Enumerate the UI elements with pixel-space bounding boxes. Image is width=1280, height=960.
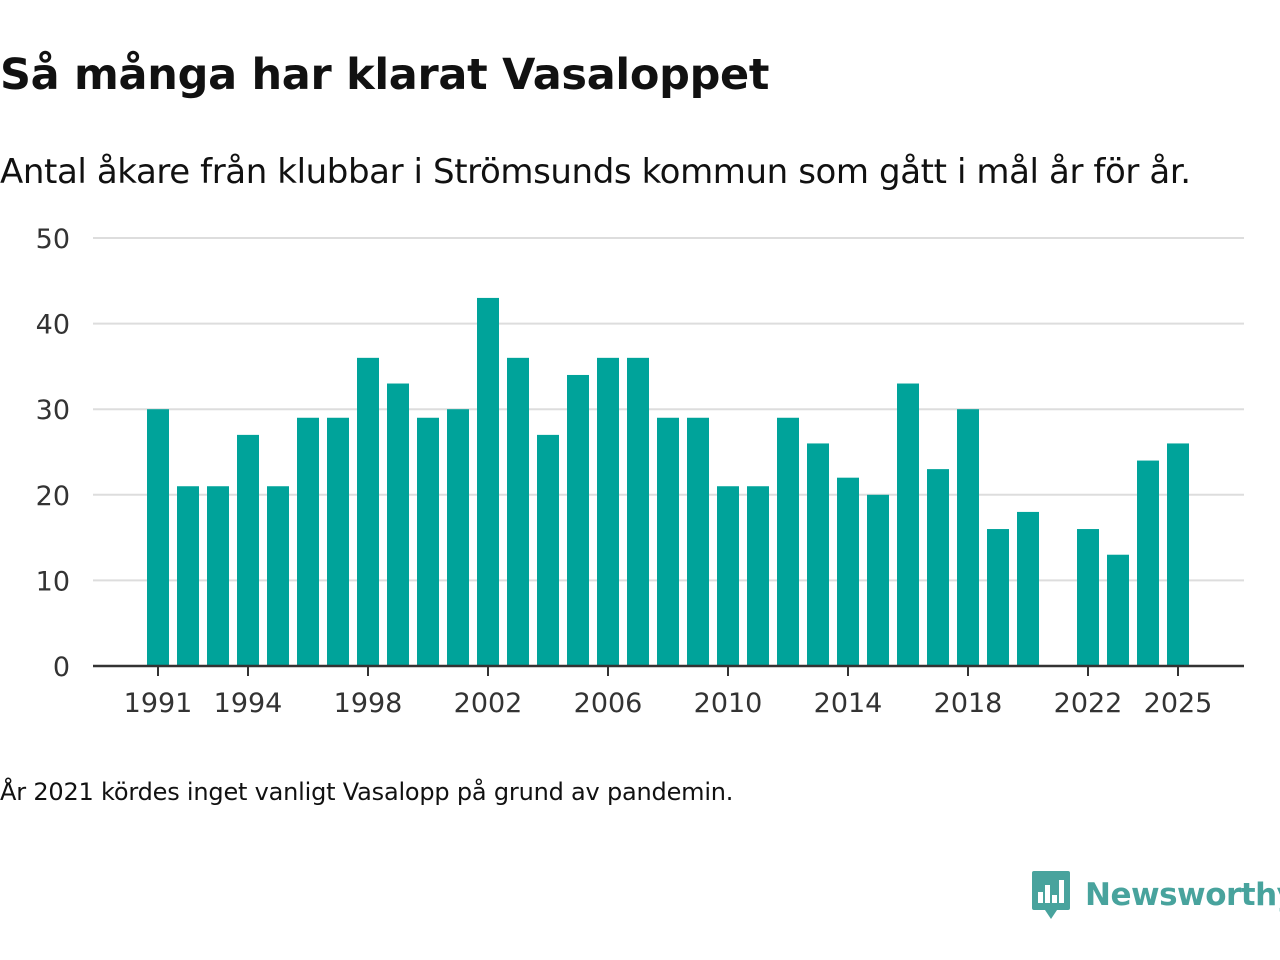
bar-2012 — [777, 417, 799, 666]
bar-2020 — [1017, 511, 1039, 666]
bar-2014 — [837, 477, 859, 666]
bar-2018 — [957, 409, 979, 666]
bar-2017 — [927, 469, 949, 666]
bar-2010 — [717, 486, 739, 666]
bar-2024 — [1137, 460, 1159, 666]
footnote: År 2021 kördes inget vanligt Vasalopp på… — [0, 778, 734, 806]
brand-name: Newsworthy — [1085, 877, 1280, 913]
bar-2005 — [567, 374, 589, 666]
bar-1998 — [357, 357, 379, 666]
x-tick-label: 2002 — [454, 688, 523, 719]
bar-2004 — [537, 434, 559, 666]
bar-1996 — [297, 417, 319, 666]
x-tick-label: 2025 — [1144, 688, 1213, 719]
bar-chart: 0 10 20 30 40 50 1991 1994 1998 2002 2006 2010 2014 2… — [36, 224, 1244, 719]
bar-2011 — [747, 486, 769, 666]
y-tick-label: 10 — [36, 566, 70, 597]
bar-1992 — [177, 486, 199, 666]
x-tick-label: 2010 — [694, 688, 763, 719]
bar-1993 — [207, 486, 229, 666]
y-tick-label: 50 — [36, 224, 70, 255]
x-tick-label: 2014 — [814, 688, 883, 719]
bar-1991 — [147, 409, 169, 666]
chart-subtitle: Antal åkare från klubbar i Strömsunds ko… — [0, 152, 1191, 192]
x-tick-label: 1998 — [334, 688, 403, 719]
bar-2001 — [447, 409, 469, 666]
bar-2009 — [687, 417, 709, 666]
bar-2006 — [597, 357, 619, 666]
bar-1997 — [327, 417, 349, 666]
newsworthy-brand[interactable]: Newsworthy — [1031, 870, 1280, 920]
y-tick-label: 0 — [53, 652, 70, 683]
bar-2015 — [867, 494, 889, 666]
bar-2023 — [1107, 554, 1129, 666]
bar-1994 — [237, 434, 259, 666]
newsworthy-logo-icon — [1032, 871, 1070, 919]
x-tick-label: 1991 — [124, 688, 193, 719]
bar-2000 — [417, 417, 439, 666]
bar-2025 — [1167, 443, 1189, 666]
y-tick-label: 20 — [36, 481, 70, 512]
bar-2016 — [897, 383, 919, 666]
bar-2022 — [1077, 529, 1099, 666]
y-tick-label: 40 — [36, 310, 70, 341]
bar-2007 — [627, 357, 649, 666]
chart-title: Så många har klarat Vasaloppet — [0, 50, 770, 100]
axes: 0 10 20 30 40 50 1991 1994 1998 2002 2006 2010 2014 2… — [36, 224, 1244, 719]
bar-2013 — [807, 443, 829, 666]
bar-2008 — [657, 417, 679, 666]
x-tick-label: 1994 — [214, 688, 283, 719]
bar-1999 — [387, 383, 409, 666]
x-tick-label: 2018 — [934, 688, 1003, 719]
x-tick-label: 2006 — [574, 688, 643, 719]
bar-2019 — [987, 529, 1009, 666]
x-tick-label: 2022 — [1054, 688, 1123, 719]
bars — [147, 297, 1189, 666]
bar-2003 — [507, 357, 529, 666]
bar-2002 — [477, 297, 499, 666]
bar-1995 — [267, 486, 289, 666]
y-tick-label: 30 — [36, 395, 70, 426]
